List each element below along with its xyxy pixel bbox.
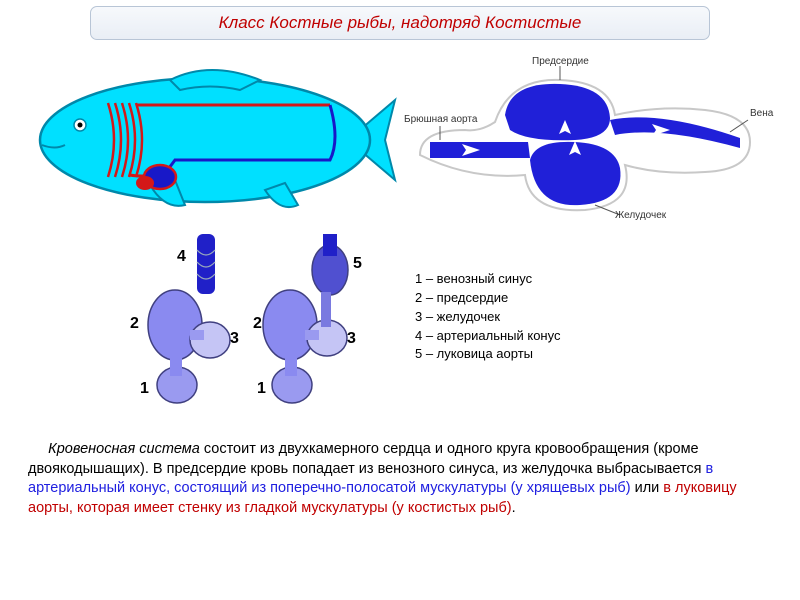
num-2-left: 2: [130, 315, 139, 333]
label-aorta: Брюшная аорта: [404, 114, 477, 125]
num-4-left: 4: [177, 248, 186, 266]
legend-item: 2 – предсердие: [415, 289, 560, 308]
legend-item: 4 – артериальный конус: [415, 327, 560, 346]
label-ventricle: Желудочек: [615, 210, 666, 221]
label-vein: Вена: [750, 108, 773, 119]
heart-comparison-diagram: 1 2 3 4 1 2 3 5: [135, 230, 385, 420]
num-1-left: 1: [140, 380, 149, 398]
num-2-right: 2: [253, 315, 262, 333]
legend-item: 5 – луковица аорты: [415, 345, 560, 364]
para-mid: или: [631, 480, 664, 496]
num-3-right: 3: [347, 330, 356, 348]
description-paragraph: Кровеносная система состоит из двухкамер…: [28, 440, 772, 518]
num-1-right: 1: [257, 380, 266, 398]
legend-item: 1 – венозный синус: [415, 270, 560, 289]
num-5-right: 5: [353, 255, 362, 273]
para-lead: Кровеносная система: [48, 441, 200, 457]
legend: 1 – венозный синус 2 – предсердие 3 – же…: [415, 270, 560, 364]
page-title: Класс Костные рыбы, надотряд Костистые: [90, 6, 710, 40]
label-atrium: Предсердие: [532, 56, 589, 67]
fish-diagram: [30, 55, 400, 225]
num-3-left: 3: [230, 330, 239, 348]
legend-item: 3 – желудочек: [415, 308, 560, 327]
para-end: .: [512, 500, 516, 516]
heart-crosssection: Предсердие Вена Брюшная аорта Желудочек: [410, 60, 780, 225]
